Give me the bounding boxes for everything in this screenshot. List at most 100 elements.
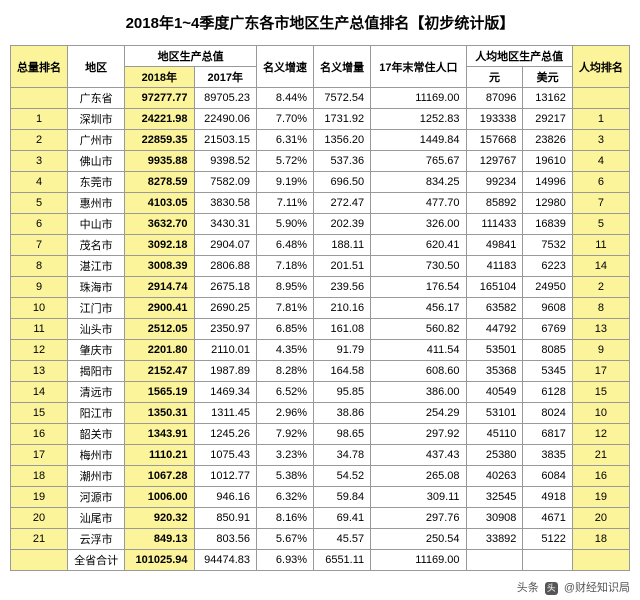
- cell-pop: 620.41: [371, 235, 466, 256]
- cell-prank: 3: [572, 130, 629, 151]
- cell-2017: 9398.52: [194, 151, 257, 172]
- cell-rank: [11, 550, 68, 571]
- cell-usd: 6223: [523, 256, 572, 277]
- cell-incr: 696.50: [314, 172, 371, 193]
- cell-2017: 1469.34: [194, 382, 257, 403]
- cell-region: 韶关市: [68, 424, 125, 445]
- cell-yuan: 49841: [466, 235, 523, 256]
- cell-2018: 2201.80: [125, 340, 194, 361]
- cell-usd: 9608: [523, 298, 572, 319]
- cell-rank: 15: [11, 403, 68, 424]
- cell-pop: 730.50: [371, 256, 466, 277]
- cell-2017: 2350.97: [194, 319, 257, 340]
- cell-2018: 1343.91: [125, 424, 194, 445]
- cell-region: 茂名市: [68, 235, 125, 256]
- cell-pop: 309.11: [371, 487, 466, 508]
- cell-2018: 1006.00: [125, 487, 194, 508]
- cell-2017: 803.56: [194, 529, 257, 550]
- cell-2018: 101025.94: [125, 550, 194, 571]
- cell-usd: 3835: [523, 445, 572, 466]
- table-row: 4 东莞市 8278.59 7582.09 9.19% 696.50 834.2…: [11, 172, 630, 193]
- cell-2017: 1311.45: [194, 403, 257, 424]
- cell-region: 肇庆市: [68, 340, 125, 361]
- footer-prefix: 头条: [517, 582, 539, 594]
- col-pop: 17年末常住人口: [371, 46, 466, 88]
- col-yuan: 元: [466, 67, 523, 88]
- toutiao-icon: 头: [545, 582, 558, 595]
- table-row: 10 江门市 2900.41 2690.25 7.81% 210.16 456.…: [11, 298, 630, 319]
- cell-prank: 5: [572, 214, 629, 235]
- cell-2018: 22859.35: [125, 130, 194, 151]
- cell-rank: 12: [11, 340, 68, 361]
- cell-yuan: 99234: [466, 172, 523, 193]
- cell-pop: 326.00: [371, 214, 466, 235]
- cell-growth: 7.70%: [257, 109, 314, 130]
- cell-region: 广州市: [68, 130, 125, 151]
- cell-incr: 69.41: [314, 508, 371, 529]
- cell-yuan: 40549: [466, 382, 523, 403]
- cell-rank: 19: [11, 487, 68, 508]
- cell-region: 江门市: [68, 298, 125, 319]
- cell-incr: 188.11: [314, 235, 371, 256]
- cell-rank: 17: [11, 445, 68, 466]
- cell-usd: 6769: [523, 319, 572, 340]
- cell-rank: 5: [11, 193, 68, 214]
- cell-growth: 5.90%: [257, 214, 314, 235]
- cell-usd: 6817: [523, 424, 572, 445]
- cell-prank: 2: [572, 277, 629, 298]
- cell-incr: 164.58: [314, 361, 371, 382]
- cell-prank: 12: [572, 424, 629, 445]
- cell-2018: 1110.21: [125, 445, 194, 466]
- cell-rank: 1: [11, 109, 68, 130]
- cell-2018: 2900.41: [125, 298, 194, 319]
- cell-2018: 2512.05: [125, 319, 194, 340]
- cell-2018: 4103.05: [125, 193, 194, 214]
- cell-2018: 24221.98: [125, 109, 194, 130]
- cell-2018: 849.13: [125, 529, 194, 550]
- col-region: 地区: [68, 46, 125, 88]
- cell-usd: 23826: [523, 130, 572, 151]
- table-body: 广东省 97277.77 89705.23 8.44% 7572.54 1116…: [11, 88, 630, 571]
- cell-2017: 1987.89: [194, 361, 257, 382]
- cell-region: 阳江市: [68, 403, 125, 424]
- cell-2017: 89705.23: [194, 88, 257, 109]
- cell-prank: 16: [572, 466, 629, 487]
- cell-rank: 4: [11, 172, 68, 193]
- cell-incr: 537.36: [314, 151, 371, 172]
- cell-pop: 560.82: [371, 319, 466, 340]
- col-growth: 名义增速: [257, 46, 314, 88]
- cell-yuan: 41183: [466, 256, 523, 277]
- cell-2017: 2110.01: [194, 340, 257, 361]
- col-incr: 名义增量: [314, 46, 371, 88]
- cell-pop: 265.08: [371, 466, 466, 487]
- cell-yuan: 85892: [466, 193, 523, 214]
- cell-incr: 201.51: [314, 256, 371, 277]
- cell-growth: 6.31%: [257, 130, 314, 151]
- cell-pop: 250.54: [371, 529, 466, 550]
- cell-usd: [523, 550, 572, 571]
- total-row: 全省合计 101025.94 94474.83 6.93% 6551.11 11…: [11, 550, 630, 571]
- cell-yuan: 33892: [466, 529, 523, 550]
- cell-usd: 19610: [523, 151, 572, 172]
- cell-rank: 18: [11, 466, 68, 487]
- cell-usd: 16839: [523, 214, 572, 235]
- cell-growth: 5.67%: [257, 529, 314, 550]
- cell-incr: 54.52: [314, 466, 371, 487]
- cell-region: 惠州市: [68, 193, 125, 214]
- cell-rank: 11: [11, 319, 68, 340]
- table-row: 15 阳江市 1350.31 1311.45 2.96% 38.86 254.2…: [11, 403, 630, 424]
- table-row: 3 佛山市 9935.88 9398.52 5.72% 537.36 765.6…: [11, 151, 630, 172]
- cell-incr: 161.08: [314, 319, 371, 340]
- cell-yuan: [466, 550, 523, 571]
- cell-2018: 1067.28: [125, 466, 194, 487]
- cell-pop: 477.70: [371, 193, 466, 214]
- cell-prank: [572, 88, 629, 109]
- cell-incr: 38.86: [314, 403, 371, 424]
- cell-region: 深圳市: [68, 109, 125, 130]
- cell-rank: 6: [11, 214, 68, 235]
- cell-yuan: 193338: [466, 109, 523, 130]
- cell-growth: 8.16%: [257, 508, 314, 529]
- cell-usd: 6084: [523, 466, 572, 487]
- cell-2017: 2904.07: [194, 235, 257, 256]
- cell-pop: 11169.00: [371, 88, 466, 109]
